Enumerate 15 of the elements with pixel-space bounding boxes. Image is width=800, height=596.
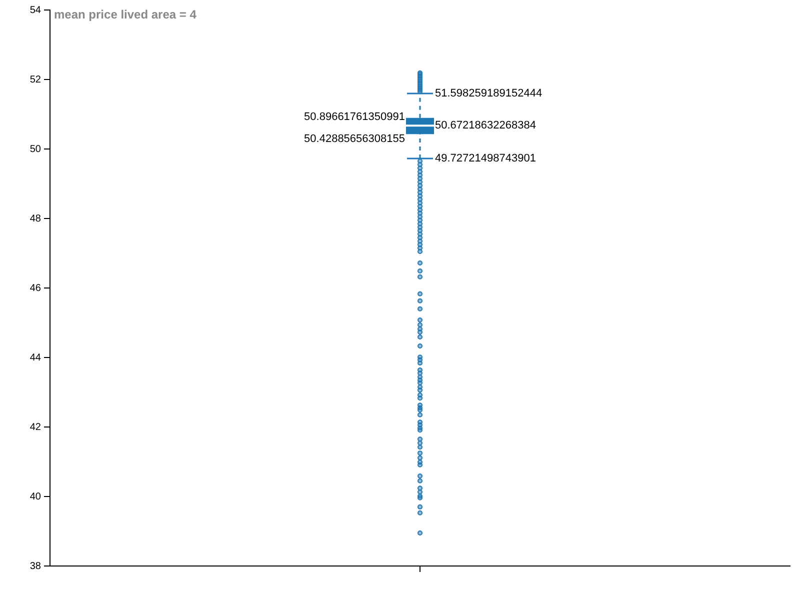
y-tick-label: 48 (30, 213, 42, 224)
annotation: 50.42885656308155 (304, 133, 405, 146)
y-tick-label: 52 (30, 74, 42, 86)
y-tick-label: 46 (30, 282, 42, 294)
chart-title: mean price lived area = 4 (54, 7, 197, 22)
annotation: 50.67218632268384 (435, 120, 536, 132)
y-tick-label: 40 (30, 491, 42, 502)
y-tick-label: 38 (30, 560, 42, 572)
y-tick-label: 44 (30, 352, 42, 364)
annotation: 50.89661761350991 (304, 110, 405, 123)
y-tick-label: 42 (30, 422, 42, 433)
annotation: 51.598259189152444 (435, 87, 542, 100)
annotation: 49.72721498743901 (435, 152, 536, 165)
y-tick-label: 54 (30, 4, 42, 16)
y-tick-label: 50 (30, 144, 42, 155)
